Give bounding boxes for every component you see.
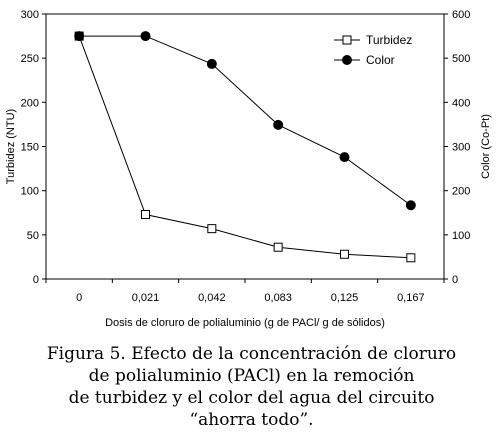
left-axis-tick-label: 250	[21, 53, 39, 65]
series-line-color	[79, 35, 412, 206]
right-axis-tick-label: 400	[452, 97, 470, 109]
right-axis-title: Color (Co-Pt)	[480, 114, 492, 179]
data-point-turbidez	[340, 249, 349, 259]
caption-line: “ahorra todo”.	[189, 410, 314, 430]
left-axis-tick-label: 50	[27, 230, 39, 242]
data-point-turbidez	[207, 224, 217, 234]
left-axis-tick-label: 200	[21, 97, 39, 109]
x-axis-tick-label: 0,021	[132, 292, 160, 304]
right-axis-tick-label: 500	[452, 53, 470, 65]
data-point-color	[339, 152, 350, 163]
x-axis-tick-label: 0,083	[264, 292, 292, 304]
x-axis-tick-label: 0	[76, 292, 82, 304]
data-point-color	[140, 31, 151, 42]
chart: 0 50 100 150 200 250 300 0 100 200 300 400 500 600 0 0,…	[5, 9, 492, 329]
right-axis-tick-label: 300	[452, 142, 470, 154]
caption-line: Figura 5. Efecto de la concentración de …	[46, 344, 457, 364]
x-axis-title: Dosis de cloruro de polialuminio (g de P…	[105, 317, 385, 329]
left-axis-tick-label: 100	[21, 186, 39, 198]
caption-line: de turbidez y el color del agua del circ…	[68, 388, 435, 408]
data-point-color	[405, 200, 416, 211]
x-axis-tick-label: 0,042	[198, 292, 226, 304]
right-axis-tick-label: 600	[452, 9, 470, 21]
data-point-color	[74, 31, 85, 42]
data-point-turbidez	[141, 210, 150, 220]
left-axis-title: Turbidez (NTU)	[5, 109, 17, 184]
right-axis-tick-label: 0	[452, 274, 458, 286]
caption-line: de polialuminio (PACl) en la remoción	[88, 366, 415, 386]
figure-caption: Figura 5. Efecto de la concentración de …	[0, 343, 503, 431]
data-point-color	[206, 58, 217, 69]
x-axis-tick-label: 0,125	[331, 292, 359, 304]
legend-marker	[342, 55, 352, 65]
right-axis-tick-label: 100	[452, 230, 470, 242]
left-axis-tick-label: 150	[21, 142, 39, 154]
series-line-turbidez	[78, 35, 411, 259]
legend-label: Color	[366, 53, 395, 67]
legend-marker	[342, 35, 352, 45]
x-axis-tick-label: 0,167	[397, 292, 425, 304]
right-axis-tick-label: 200	[452, 186, 470, 198]
data-point-color	[273, 119, 284, 130]
data-point-turbidez	[273, 242, 283, 252]
legend-label: Turbidez	[366, 33, 412, 47]
data-point-turbidez	[406, 253, 416, 263]
left-axis-tick-label: 0	[33, 274, 39, 286]
left-axis-tick-label: 300	[21, 9, 39, 21]
